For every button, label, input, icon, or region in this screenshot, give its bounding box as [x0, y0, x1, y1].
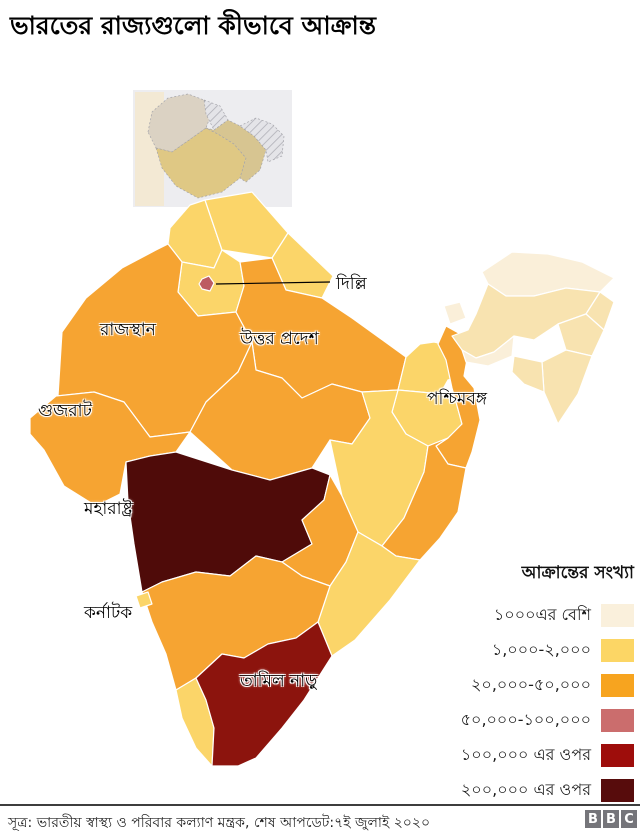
- legend-row: ২০০,০০০ এর ওপর: [461, 777, 634, 804]
- bbc-logo-block: B: [603, 810, 619, 828]
- legend-row: ৫০,০০০-১০০,০০০: [461, 707, 634, 734]
- state-mizoram: [541, 349, 593, 425]
- legend-swatch-salmon: [601, 709, 634, 732]
- bbc-logo-block: C: [621, 810, 637, 828]
- source-text: সূত্র: ভারতীয় স্বাস্থ্য ও পরিবার কল্যাণ…: [8, 815, 431, 831]
- state-tamil-nadu: [195, 621, 333, 767]
- page-title: ভারতের রাজ্যগুলো কীভাবে আক্রান্ত: [10, 11, 377, 40]
- state-meghalaya: [461, 335, 515, 367]
- label-maharashtra: মহারাষ্ট্র: [84, 499, 133, 519]
- label-gujarat: গুজরাট: [38, 401, 92, 421]
- legend-title: আক্রান্তের সংখ্যা: [521, 563, 634, 583]
- legend-row: ১,০০০-২,০০০: [492, 637, 634, 664]
- legend-swatch-cream: [601, 604, 634, 627]
- bbc-logo: B B C: [585, 810, 637, 828]
- legend-swatch-orange: [601, 674, 634, 697]
- legend-label: ২০০,০০০ এর ওপর: [460, 780, 591, 799]
- label-karnataka: কর্নাটক: [84, 603, 133, 623]
- label-delhi: দিল্লি: [336, 274, 367, 294]
- state-arunachal-pradesh: [481, 251, 615, 297]
- state-sikkim: [443, 301, 467, 325]
- legend: আক্রান্তের সংখ্যা ১০০০এর বেশি ১,০০০-২,০০…: [434, 560, 634, 812]
- region-aksai-chin-hatched: [239, 117, 285, 163]
- states-layer: [29, 191, 615, 767]
- state-manipur: [557, 313, 605, 357]
- legend-swatch-maroon: [601, 779, 634, 802]
- region-ladakh: [205, 119, 267, 183]
- state-goa: [135, 591, 153, 609]
- label-rajasthan: রাজস্থান: [100, 320, 156, 340]
- label-west-bengal: পশ্চিমবঙ্গ: [427, 389, 488, 409]
- legend-label: ২০,০০০-৫০,০০০: [471, 675, 591, 694]
- legend-swatch-yellow: [601, 639, 634, 662]
- label-tamil-nadu: তামিল নাড়ু: [240, 671, 318, 691]
- legend-label: ১০০০এর বেশি: [493, 605, 591, 624]
- legend-label: ১০০,০০০ এর ওপর: [460, 745, 591, 764]
- state-delhi-marker: [198, 275, 215, 292]
- label-uttar-pradesh: উত্তর প্রদেশ: [240, 329, 319, 349]
- footer: সূত্র: ভারতীয় স্বাস্থ্য ও পরিবার কল্যাণ…: [0, 804, 640, 834]
- bbc-logo-block: B: [585, 810, 601, 828]
- legend-label: ১,০০০-২,০০০: [491, 640, 591, 659]
- legend-row: ১০০,০০০ এর ওপর: [461, 742, 634, 769]
- legend-label: ৫০,০০০-১০০,০০০: [460, 710, 591, 729]
- delhi-callout-line: [215, 281, 331, 285]
- legend-row: ২০,০০০-৫০,০০০: [471, 672, 634, 699]
- state-tripura: [511, 355, 545, 393]
- legend-row: ১০০০এর বেশি: [494, 602, 634, 629]
- state-odisha: [381, 437, 467, 561]
- legend-swatch-darkred: [601, 744, 634, 767]
- kashmir-inset: [133, 90, 292, 207]
